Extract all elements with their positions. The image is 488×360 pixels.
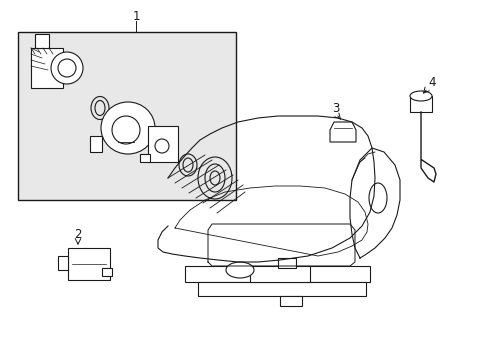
Bar xyxy=(184,266,369,282)
Ellipse shape xyxy=(209,171,220,185)
Ellipse shape xyxy=(95,100,105,116)
Bar xyxy=(249,266,309,282)
Bar xyxy=(148,126,178,162)
Bar xyxy=(18,32,236,200)
Ellipse shape xyxy=(409,91,431,101)
Bar xyxy=(35,34,49,48)
Ellipse shape xyxy=(368,183,386,213)
Circle shape xyxy=(112,116,140,144)
Bar xyxy=(198,282,365,296)
Circle shape xyxy=(155,139,169,153)
Bar xyxy=(140,154,150,162)
Ellipse shape xyxy=(91,96,109,120)
Bar xyxy=(58,256,68,270)
Bar xyxy=(68,248,110,280)
Bar xyxy=(90,136,102,152)
Ellipse shape xyxy=(179,154,197,176)
Text: 4: 4 xyxy=(427,76,435,89)
Bar xyxy=(102,268,112,276)
Bar xyxy=(409,96,431,112)
Ellipse shape xyxy=(198,157,231,199)
Bar xyxy=(280,296,302,306)
Circle shape xyxy=(58,59,76,77)
Circle shape xyxy=(51,52,83,84)
Text: 2: 2 xyxy=(74,228,81,240)
Ellipse shape xyxy=(204,164,224,192)
Ellipse shape xyxy=(225,262,253,278)
Text: 3: 3 xyxy=(332,102,339,114)
Polygon shape xyxy=(329,122,355,142)
Text: 1: 1 xyxy=(132,9,140,22)
Ellipse shape xyxy=(183,158,193,172)
Ellipse shape xyxy=(101,102,155,154)
Bar xyxy=(278,258,295,268)
Bar xyxy=(31,48,63,88)
